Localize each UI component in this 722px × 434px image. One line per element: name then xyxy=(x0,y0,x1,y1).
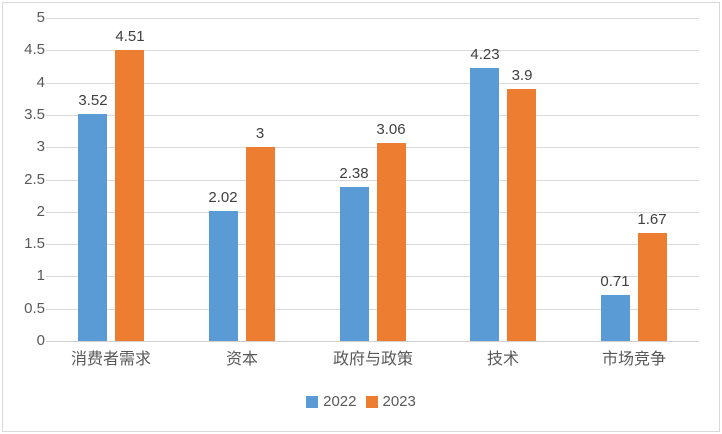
data-label-2022-市场竞争: 0.71 xyxy=(600,273,630,290)
bar-2022-资本 xyxy=(209,211,238,341)
bar-2022-技术 xyxy=(470,68,499,341)
y-axis-tick-label: 2.5 xyxy=(24,171,45,188)
gridline xyxy=(46,147,699,148)
y-axis-tick-label: 0.5 xyxy=(24,300,45,317)
y-axis-tick-label: 5 xyxy=(36,9,45,26)
bar-2023-政府与政策 xyxy=(377,143,406,341)
data-label-2023-技术: 3.9 xyxy=(511,67,533,84)
gridline xyxy=(46,244,699,245)
bar-2023-技术 xyxy=(507,89,536,341)
y-axis-tick-label: 1.5 xyxy=(24,235,45,252)
bar-2022-消费者需求 xyxy=(78,114,107,341)
gridline xyxy=(46,18,699,19)
legend: 2022 2023 xyxy=(3,393,719,411)
data-label-2022-政府与政策: 2.38 xyxy=(339,165,369,182)
legend-swatch-icon xyxy=(365,396,378,408)
gridline xyxy=(46,212,699,213)
x-axis-line xyxy=(46,341,699,342)
bar-2023-消费者需求 xyxy=(115,50,144,341)
data-label-2023-资本: 3 xyxy=(255,125,265,142)
gridline xyxy=(46,276,699,277)
gridline xyxy=(46,309,699,310)
data-label-2022-资本: 2.02 xyxy=(208,189,238,206)
data-label-2022-技术: 4.23 xyxy=(470,46,500,63)
y-axis-tick-label: 0 xyxy=(36,332,45,349)
legend-swatch-icon xyxy=(306,396,319,408)
data-label-2023-市场竞争: 1.67 xyxy=(637,211,667,228)
y-axis-tick-label: 3.5 xyxy=(24,106,45,123)
bar-2022-市场竞争 xyxy=(601,295,630,341)
bar-2022-政府与政策 xyxy=(340,187,369,341)
gridline xyxy=(46,83,699,84)
bar-2023-资本 xyxy=(246,147,275,341)
y-axis-tick-label: 1 xyxy=(36,267,45,284)
category-label-政府与政策: 政府与政策 xyxy=(332,351,413,368)
gridline xyxy=(46,115,699,116)
bar-2023-市场竞争 xyxy=(638,233,667,341)
y-axis-tick-label: 4.5 xyxy=(24,41,45,58)
y-axis-tick-label: 2 xyxy=(36,203,45,220)
category-label-技术: 技术 xyxy=(486,351,519,368)
legend-item-2023: 2023 xyxy=(365,393,416,411)
legend-label: 2022 xyxy=(323,393,357,410)
legend-item-2022: 2022 xyxy=(306,393,357,411)
y-axis-tick-label: 4 xyxy=(36,74,45,91)
data-label-2023-政府与政策: 3.06 xyxy=(376,121,406,138)
category-label-消费者需求: 消费者需求 xyxy=(70,351,151,368)
category-label-市场竞争: 市场竞争 xyxy=(601,351,666,368)
category-label-资本: 资本 xyxy=(225,351,258,368)
legend-label: 2023 xyxy=(382,393,416,410)
gridline xyxy=(46,50,699,51)
gridline xyxy=(46,180,699,181)
y-axis-tick-label: 3 xyxy=(36,138,45,155)
data-label-2022-消费者需求: 3.52 xyxy=(78,92,108,109)
data-label-2023-消费者需求: 4.51 xyxy=(115,28,145,45)
